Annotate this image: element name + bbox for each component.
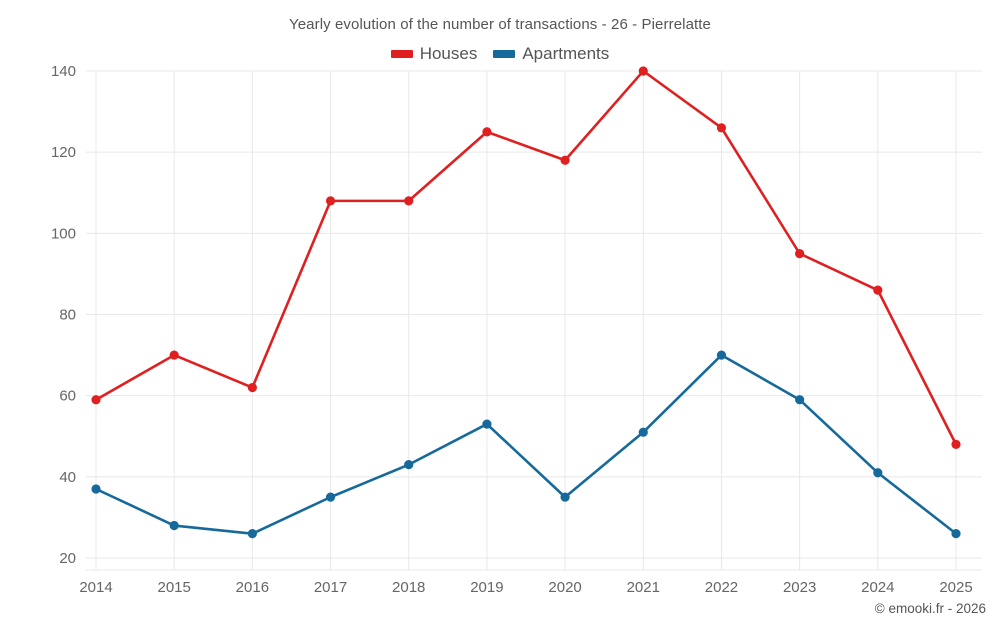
x-axis-tick-labels: 2014 2015 2016 2017 2018 2019 2020 2021 2022 2023… bbox=[79, 579, 972, 596]
data-point[interactable] bbox=[873, 468, 883, 478]
data-point[interactable] bbox=[873, 285, 883, 295]
x-tick-label: 2020 bbox=[548, 579, 581, 596]
x-tick-label: 2015 bbox=[157, 579, 190, 596]
data-point[interactable] bbox=[560, 155, 570, 165]
data-point[interactable] bbox=[325, 492, 336, 502]
x-tick-label: 2021 bbox=[627, 579, 660, 596]
legend-swatch-houses-icon bbox=[390, 50, 413, 58]
copyright-credit: © emooki.fr - 2026 bbox=[874, 601, 986, 616]
series-points bbox=[91, 66, 961, 539]
x-tick-label: 2024 bbox=[861, 579, 894, 596]
y-tick-label: 80 bbox=[59, 307, 76, 324]
data-point[interactable] bbox=[247, 529, 257, 539]
x-tick-label: 2019 bbox=[470, 579, 503, 596]
data-point[interactable] bbox=[951, 529, 961, 539]
y-tick-label: 40 bbox=[59, 469, 76, 486]
data-point[interactable] bbox=[716, 350, 727, 360]
page-title: Yearly evolution of the number of transa… bbox=[288, 16, 711, 33]
series-line-houses bbox=[94, 69, 958, 446]
data-point[interactable] bbox=[404, 460, 414, 470]
data-point[interactable] bbox=[795, 249, 805, 259]
series-line-apartments bbox=[94, 353, 958, 535]
data-point[interactable] bbox=[482, 419, 492, 429]
legend-item-apartments[interactable]: Apartments bbox=[493, 44, 609, 64]
data-point[interactable] bbox=[638, 66, 648, 76]
y-tick-label: 20 bbox=[59, 550, 76, 567]
x-tick-label: 2023 bbox=[783, 579, 816, 596]
data-point[interactable] bbox=[169, 350, 179, 360]
y-tick-label: 140 bbox=[51, 63, 76, 80]
data-point[interactable] bbox=[91, 395, 101, 405]
data-point[interactable] bbox=[560, 492, 570, 502]
x-tick-label: 2014 bbox=[79, 579, 112, 596]
x-tick-label: 2025 bbox=[939, 579, 972, 596]
legend-item-houses[interactable]: Houses bbox=[390, 44, 478, 64]
data-point[interactable] bbox=[795, 395, 805, 405]
legend-label-apartments: Apartments bbox=[522, 44, 610, 63]
data-point[interactable] bbox=[951, 439, 961, 449]
legend-swatch-apartments-icon bbox=[493, 50, 516, 58]
data-point[interactable] bbox=[91, 484, 101, 494]
x-tick-label: 2022 bbox=[705, 579, 738, 596]
data-point[interactable] bbox=[716, 123, 727, 133]
x-tick-label: 2017 bbox=[314, 579, 347, 596]
chart-legend: Houses Apartments bbox=[0, 44, 1000, 64]
y-axis-tick-labels: 20 40 60 80 100 120 140 bbox=[51, 63, 76, 567]
y-tick-label: 60 bbox=[59, 388, 76, 405]
legend-label-houses: Houses bbox=[419, 44, 478, 63]
data-point[interactable] bbox=[482, 127, 492, 137]
data-point[interactable] bbox=[169, 520, 179, 531]
y-tick-label: 100 bbox=[51, 225, 76, 242]
data-point[interactable] bbox=[638, 427, 648, 437]
grid-lines bbox=[86, 70, 982, 571]
data-point[interactable] bbox=[404, 196, 414, 206]
x-tick-label: 2018 bbox=[392, 579, 425, 596]
data-point[interactable] bbox=[247, 382, 257, 393]
x-tick-label: 2016 bbox=[236, 579, 269, 596]
series-lines bbox=[94, 69, 958, 535]
data-point[interactable] bbox=[325, 196, 336, 206]
y-tick-label: 120 bbox=[51, 144, 76, 161]
